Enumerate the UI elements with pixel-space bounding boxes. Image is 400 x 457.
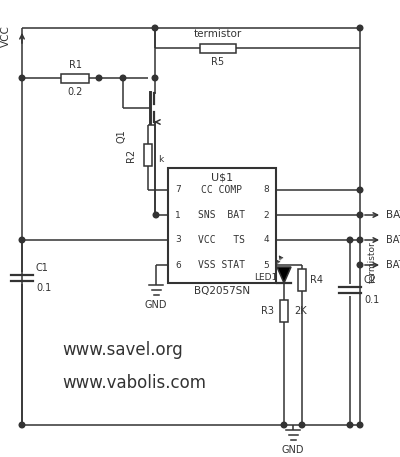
Bar bbox=[298, 269, 306, 291]
Text: R5: R5 bbox=[212, 57, 224, 67]
Circle shape bbox=[357, 262, 363, 268]
Text: BAT termistor: BAT termistor bbox=[386, 235, 400, 245]
Text: www.vabolis.com: www.vabolis.com bbox=[62, 374, 206, 392]
Text: 3: 3 bbox=[175, 235, 181, 244]
Text: k: k bbox=[158, 155, 163, 165]
Bar bbox=[168, 168, 276, 283]
Circle shape bbox=[281, 422, 287, 428]
Text: VCC: VCC bbox=[1, 25, 11, 47]
Text: 6: 6 bbox=[175, 260, 181, 270]
Circle shape bbox=[357, 422, 363, 428]
Circle shape bbox=[120, 75, 126, 81]
Text: 2K: 2K bbox=[294, 306, 307, 316]
Text: GND: GND bbox=[145, 300, 167, 310]
Text: C2: C2 bbox=[364, 275, 377, 285]
Text: 1: 1 bbox=[175, 211, 181, 219]
Text: BAT GND: BAT GND bbox=[386, 260, 400, 270]
Text: VSS STAT: VSS STAT bbox=[198, 260, 246, 270]
Text: R4: R4 bbox=[310, 275, 323, 285]
Text: GND: GND bbox=[282, 445, 304, 455]
Circle shape bbox=[153, 212, 159, 218]
Text: LED1: LED1 bbox=[254, 273, 278, 282]
Text: termistor: termistor bbox=[194, 29, 242, 39]
Text: R1: R1 bbox=[68, 60, 82, 70]
Text: www.savel.org: www.savel.org bbox=[62, 341, 183, 359]
Text: 2: 2 bbox=[263, 211, 269, 219]
Text: R3: R3 bbox=[261, 306, 274, 316]
Circle shape bbox=[152, 25, 158, 31]
Bar bbox=[144, 144, 152, 166]
Circle shape bbox=[347, 237, 353, 243]
Circle shape bbox=[19, 237, 25, 243]
Circle shape bbox=[19, 75, 25, 81]
Text: R2: R2 bbox=[126, 149, 136, 162]
Circle shape bbox=[347, 422, 353, 428]
Text: VCC   TS: VCC TS bbox=[198, 235, 246, 245]
Circle shape bbox=[152, 75, 158, 81]
Polygon shape bbox=[277, 267, 291, 283]
Text: 4: 4 bbox=[263, 235, 269, 244]
Circle shape bbox=[357, 212, 363, 218]
Circle shape bbox=[357, 25, 363, 31]
Text: C1: C1 bbox=[36, 263, 49, 273]
Text: BAT +: BAT + bbox=[386, 210, 400, 220]
Circle shape bbox=[19, 422, 25, 428]
Circle shape bbox=[357, 187, 363, 193]
Bar bbox=[200, 43, 236, 53]
Bar bbox=[61, 74, 89, 83]
Text: termistor: termistor bbox=[368, 241, 376, 283]
Circle shape bbox=[96, 75, 102, 81]
Text: CC COMP: CC COMP bbox=[202, 185, 242, 195]
Text: 0.2: 0.2 bbox=[67, 87, 83, 97]
Text: 8: 8 bbox=[263, 186, 269, 195]
Circle shape bbox=[299, 422, 305, 428]
Text: U$1: U$1 bbox=[211, 173, 233, 183]
Text: 5: 5 bbox=[263, 260, 269, 270]
Text: 0.1: 0.1 bbox=[364, 295, 379, 305]
Text: SNS  BAT: SNS BAT bbox=[198, 210, 246, 220]
Text: 0.1: 0.1 bbox=[36, 283, 51, 293]
Bar bbox=[280, 300, 288, 322]
Text: BQ2057SN: BQ2057SN bbox=[194, 286, 250, 296]
Text: Q1: Q1 bbox=[116, 129, 126, 143]
Circle shape bbox=[357, 237, 363, 243]
Text: 7: 7 bbox=[175, 186, 181, 195]
